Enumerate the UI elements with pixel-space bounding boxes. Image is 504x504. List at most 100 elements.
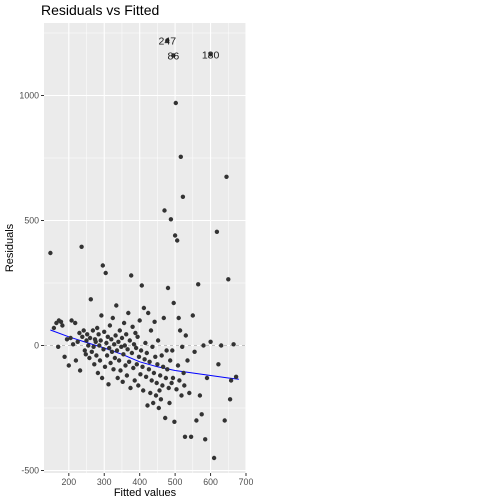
data-point xyxy=(116,358,122,363)
data-point xyxy=(190,313,195,318)
data-point xyxy=(180,344,185,349)
data-point xyxy=(155,362,160,367)
data-point xyxy=(75,339,80,344)
data-point xyxy=(171,53,176,58)
point-labels-layer: 247 86 180 xyxy=(159,36,220,63)
data-point xyxy=(192,349,197,354)
points-layer xyxy=(48,38,239,461)
data-point xyxy=(99,313,104,318)
data-point xyxy=(196,282,201,287)
data-point xyxy=(131,365,136,371)
data-point xyxy=(128,385,133,391)
data-point xyxy=(138,372,143,377)
data-point xyxy=(227,397,233,402)
x-tick-label: 700 xyxy=(239,477,254,487)
data-point xyxy=(125,347,130,352)
data-point xyxy=(118,368,123,373)
data-point xyxy=(151,370,157,376)
data-point xyxy=(89,349,95,354)
x-axis-ticks: 200 300 400 500 600 700 xyxy=(61,473,253,487)
smooth-line xyxy=(50,329,239,380)
data-point xyxy=(111,367,116,372)
data-point xyxy=(169,380,174,386)
outlier-label: 247 xyxy=(159,36,177,48)
data-point xyxy=(148,328,154,333)
data-point xyxy=(96,332,101,337)
data-point xyxy=(66,363,72,368)
data-point xyxy=(138,348,144,353)
y-tick-label: 0 xyxy=(34,341,39,351)
data-point xyxy=(149,378,154,383)
data-point xyxy=(211,455,217,461)
outlier-label: 180 xyxy=(202,49,220,61)
data-point xyxy=(165,285,171,291)
data-point xyxy=(133,345,139,351)
data-point xyxy=(201,343,206,348)
plot-panel xyxy=(44,23,246,473)
data-point xyxy=(143,340,148,346)
data-point xyxy=(114,348,120,353)
data-point xyxy=(170,348,175,353)
data-point xyxy=(68,335,73,341)
data-point xyxy=(102,364,108,369)
data-point xyxy=(58,319,64,324)
data-point xyxy=(155,338,161,343)
data-point xyxy=(208,339,213,344)
data-point xyxy=(106,382,111,387)
data-point xyxy=(143,374,149,379)
data-point xyxy=(100,263,106,268)
data-point xyxy=(139,283,144,288)
data-point xyxy=(146,367,152,372)
data-point xyxy=(132,378,137,383)
data-point xyxy=(102,329,107,334)
data-point xyxy=(150,344,155,349)
data-point xyxy=(148,390,153,396)
data-point xyxy=(187,390,192,396)
data-point xyxy=(114,303,119,308)
data-point xyxy=(80,334,85,339)
data-point xyxy=(158,397,164,402)
data-point xyxy=(121,320,127,326)
y-tick-label: 1000 xyxy=(19,91,39,101)
data-point xyxy=(90,328,96,333)
data-point xyxy=(168,358,173,363)
data-point xyxy=(174,387,179,392)
data-point xyxy=(122,343,128,348)
data-point xyxy=(233,374,239,379)
data-point xyxy=(177,378,182,383)
data-point xyxy=(124,332,129,337)
data-point xyxy=(165,38,170,43)
data-point xyxy=(164,348,169,353)
data-point xyxy=(136,354,142,359)
data-point xyxy=(87,355,92,361)
data-point xyxy=(131,342,137,347)
data-point xyxy=(81,328,86,333)
data-point xyxy=(101,347,106,352)
data-point xyxy=(73,358,79,363)
data-point xyxy=(87,335,93,341)
data-point xyxy=(153,393,159,398)
data-point xyxy=(62,354,67,359)
data-point xyxy=(70,342,76,347)
data-point xyxy=(152,319,157,324)
data-point xyxy=(226,277,231,282)
data-point xyxy=(135,334,140,339)
x-tick-label: 200 xyxy=(61,477,76,487)
data-point xyxy=(104,340,109,346)
data-point xyxy=(119,335,125,341)
data-point xyxy=(142,357,147,362)
outlier-label: 86 xyxy=(168,51,180,63)
data-point xyxy=(84,338,89,343)
data-point xyxy=(109,337,114,342)
data-point xyxy=(103,270,108,276)
data-point xyxy=(133,330,138,336)
data-point xyxy=(91,344,96,349)
data-point xyxy=(48,250,53,256)
data-point xyxy=(140,364,145,369)
data-point xyxy=(154,380,159,386)
data-point xyxy=(194,418,199,423)
data-point xyxy=(95,370,101,376)
data-point xyxy=(116,339,121,344)
data-point xyxy=(110,315,116,321)
